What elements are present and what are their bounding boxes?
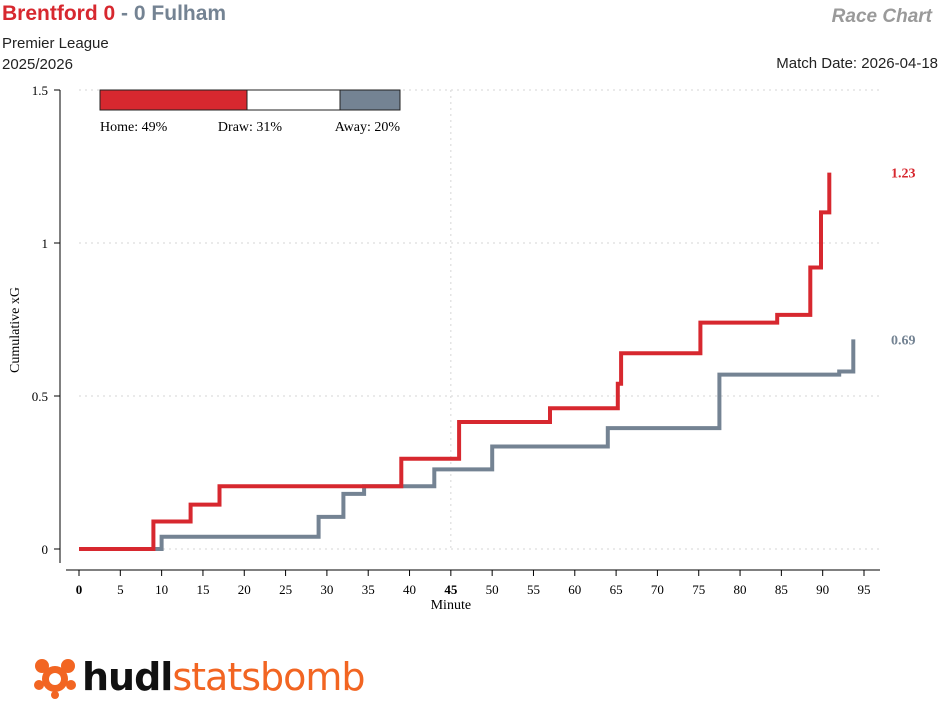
score-separator: - [121, 2, 129, 25]
series-line-brentford [79, 172, 832, 551]
hudl-statsbomb-logo: hudlstatsbomb [32, 650, 366, 704]
draw-probability-label: Draw: 31% [218, 120, 282, 135]
chart-name: Race Chart [831, 6, 932, 27]
draw-probability-segment [246, 89, 341, 111]
x-axis-label: Minute [431, 598, 471, 613]
x-tick-label: 45 [444, 582, 458, 597]
x-tick-label: 20 [238, 582, 251, 597]
xg-lines: 1.23 0.69 [79, 167, 916, 551]
axes: 0 0.5 1 1.5 0 5 10 15 20 25 30 35 40 45 50 55 60 65 70 75 80… [32, 83, 880, 597]
x-tick-label: 40 [403, 582, 416, 597]
y-tick-label: 0 [42, 542, 49, 557]
away-team-name: Fulham [151, 2, 227, 25]
x-tick-label: 55 [527, 582, 540, 597]
logo-text-hudl: hudl [82, 655, 173, 699]
x-tick-label: 25 [279, 582, 292, 597]
grid-lines [79, 89, 880, 550]
away-probability-label: Away: 20% [335, 120, 401, 135]
home-probability-segment [99, 89, 248, 111]
x-tick-label: 65 [610, 582, 623, 597]
away-probability-segment [339, 89, 401, 111]
x-tick-label: 80 [734, 582, 747, 597]
x-tick-label: 30 [320, 582, 333, 597]
x-tick-label: 50 [486, 582, 499, 597]
y-tick-label: 1.5 [32, 83, 48, 98]
y-tick-label: 0.5 [32, 389, 48, 404]
x-tick-label: 35 [362, 582, 375, 597]
x-tick-label: 0 [76, 582, 83, 597]
x-tick-label: 10 [155, 582, 168, 597]
x-tick-label: 15 [196, 582, 209, 597]
x-tick-label: 85 [775, 582, 788, 597]
home-probability-label: Home: 49% [100, 120, 168, 135]
series-line-fulham [79, 339, 856, 551]
logo-wordmark: hudlstatsbomb [82, 655, 366, 699]
statsbomb-bee-icon [34, 659, 76, 699]
y-axis-label: Cumulative xG [8, 287, 23, 373]
race-chart: 0 0.5 1 1.5 0 5 10 15 20 25 30 35 40 45 50 55 60 65 70 75 80… [8, 83, 916, 613]
competition-name: Premier League [2, 35, 109, 52]
y-tick-label: 1 [42, 236, 49, 251]
x-tick-label: 5 [117, 582, 124, 597]
x-tick-label: 70 [651, 582, 664, 597]
x-tick-label: 75 [692, 582, 705, 597]
home-score: 0 [103, 2, 116, 25]
match-title: Brentford 0 - 0 Fulham [2, 2, 226, 26]
logo-text-statsbomb: statsbomb [172, 655, 365, 699]
end-label-fulham: 0.69 [891, 333, 916, 348]
outcome-bar: Home: 49% Draw: 31% Away: 20% [99, 89, 401, 135]
home-team-name: Brentford [2, 2, 98, 25]
season-label: 2025/2026 [2, 56, 73, 73]
x-tick-label: 60 [568, 582, 581, 597]
x-tick-label: 90 [816, 582, 829, 597]
away-score: 0 [133, 2, 146, 25]
end-label-brentford: 1.23 [891, 167, 916, 182]
x-tick-label: 95 [858, 582, 871, 597]
match-date: Match Date: 2026-04-18 [776, 55, 938, 72]
